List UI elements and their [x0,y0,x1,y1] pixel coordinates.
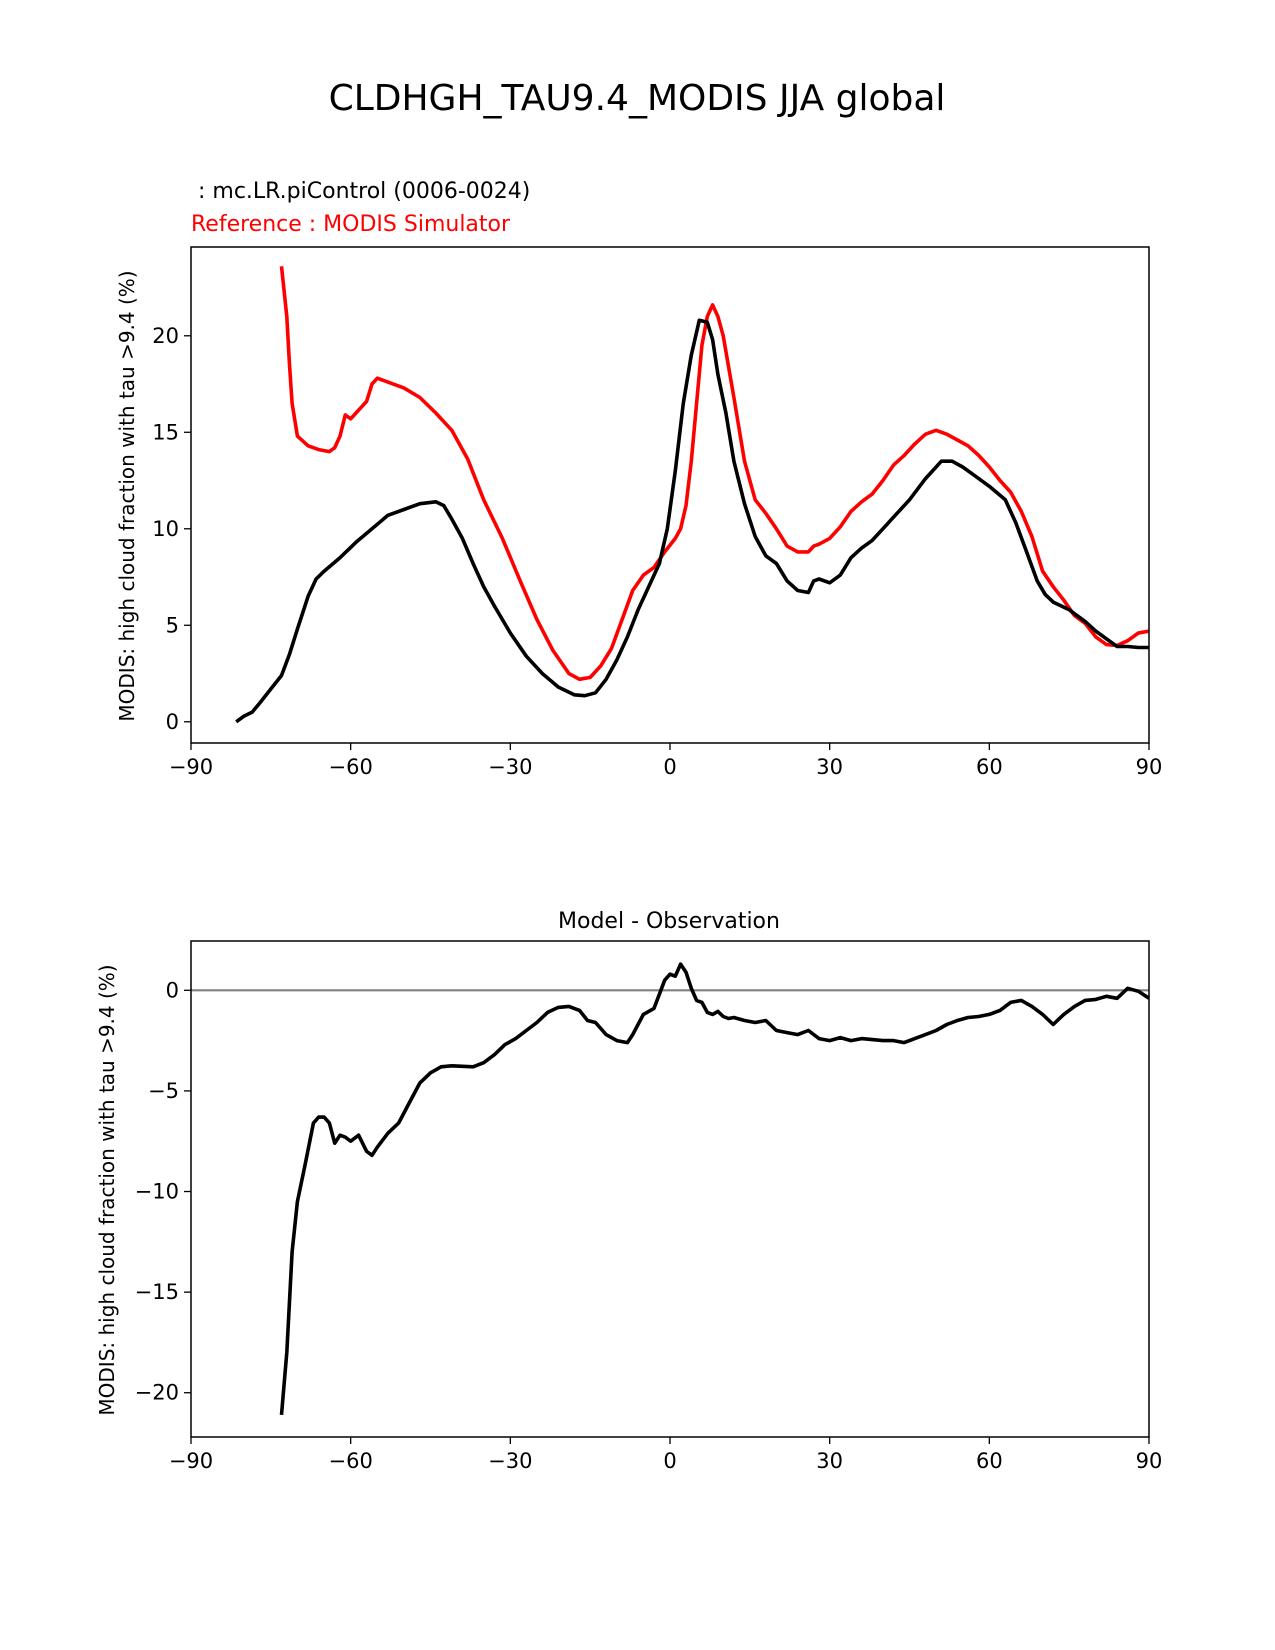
bottom-x-tick-label: 0 [663,1449,676,1473]
bottom-panel-title: Model - Observation [558,909,780,934]
bottom-axis-ticks: −90 −60 −30 0 30 60 90 −20 −15 −10 −5 0 [135,978,1163,1473]
bottom-plot-frame [190,940,1150,1438]
bottom-y-tick-label: −5 [148,1079,179,1103]
top-x-tick-label: 30 [816,755,843,779]
top-panel: : mc.LR.piControl (0006-0024) Reference … [115,179,1162,779]
legend-reference-label: Reference : MODIS Simulator [191,212,511,237]
top-x-tick-label: −30 [488,755,532,779]
top-x-tick-label: 60 [976,755,1003,779]
bottom-y-tick-label: −20 [135,1381,179,1405]
bottom-y-tick-label: −15 [135,1280,179,1304]
top-y-axis-label: MODIS: high cloud fraction with tau >9.4… [115,270,139,721]
top-x-tick-label: 90 [1136,755,1163,779]
bottom-x-tick-label: −30 [488,1449,532,1473]
bottom-x-tick-label: −60 [329,1449,373,1473]
bottom-plot-lines [191,962,1150,1416]
top-x-tick-label: −60 [329,755,373,779]
top-x-tick-label: −90 [169,755,213,779]
top-y-tick-label: 5 [166,613,179,637]
top-axis-ticks: −90 −60 −30 0 30 60 90 0 5 10 15 20 [152,324,1162,779]
top-plot-lines [235,266,1150,724]
top-x-tick-label: 0 [663,755,676,779]
top-y-tick-label: 0 [166,710,179,734]
bottom-panel: Model - Observation MODIS: high cloud fr… [95,909,1162,1473]
figure-title: CLDHGH_TAU9.4_MODIS JJA global [329,78,946,119]
bottom-x-tick-label: 30 [816,1449,843,1473]
bottom-y-tick-label: 0 [166,978,179,1002]
bottom-x-tick-label: −90 [169,1449,213,1473]
bottom-y-axis-label: MODIS: high cloud fraction with tau >9.4… [95,964,119,1415]
top-y-tick-label: 20 [152,324,179,348]
top-plot-frame [190,246,1150,744]
bottom-series-difference-line [279,962,1150,1416]
bottom-x-tick-label: 60 [976,1449,1003,1473]
legend-test-label: : mc.LR.piControl (0006-0024) [191,179,530,204]
top-y-tick-label: 10 [152,517,179,541]
top-series-test-line [235,318,1149,724]
top-series-reference-line [279,266,1150,682]
bottom-y-tick-label: −10 [135,1180,179,1204]
top-y-tick-label: 15 [152,420,179,444]
bottom-x-tick-label: 90 [1136,1449,1163,1473]
